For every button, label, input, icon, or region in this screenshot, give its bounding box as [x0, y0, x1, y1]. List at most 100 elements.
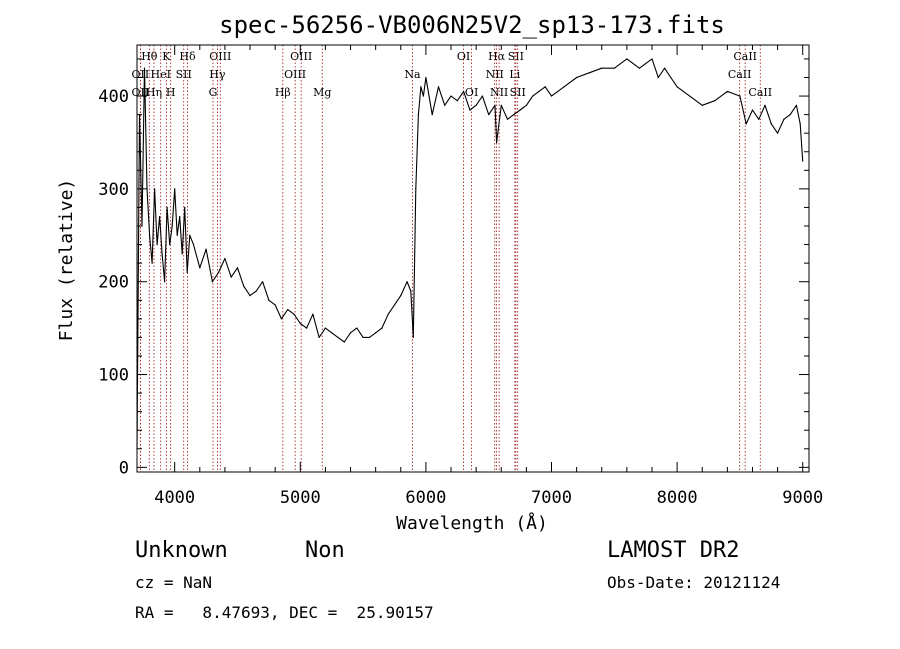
spectral-line-label: NII [486, 68, 504, 81]
flux-data-point [670, 76, 672, 79]
survey-name: LAMOST DR2 [607, 538, 740, 563]
flux-data-point [789, 114, 791, 116]
flux-data-point [287, 308, 289, 311]
flux-data-point [726, 90, 728, 93]
flux-data-point [764, 104, 766, 106]
flux-data-point [481, 95, 484, 97]
flux-data-point [496, 141, 498, 144]
flux-data-point [544, 86, 546, 88]
spectral-line-label: SII [176, 68, 192, 81]
flux-data-point [739, 95, 741, 97]
flux-data-point [218, 271, 220, 274]
spectral-line-label: CaII [748, 86, 772, 99]
flux-data-point [184, 206, 186, 209]
flux-data-point [601, 67, 603, 69]
flux-data-point [494, 104, 496, 106]
flux-data-point [274, 304, 276, 306]
flux-data-point [176, 234, 178, 236]
spectral-line-label: Na [404, 68, 421, 81]
spectral-line-label: OI [457, 50, 470, 63]
flux-data-point [417, 114, 419, 116]
y-tick-label: 200 [98, 273, 129, 293]
flux-data-point [236, 267, 239, 269]
flux-data-point [255, 290, 257, 292]
flux-data-point [538, 90, 540, 93]
flux-data-point [375, 332, 377, 334]
y-tick-label: 300 [98, 180, 129, 200]
flux-data-point [169, 243, 171, 246]
flux-data-point [802, 160, 804, 162]
y-axis-label: Flux (relative) [56, 179, 77, 342]
flux-data-point [171, 225, 173, 227]
flux-data-point [268, 299, 270, 301]
flux-data-point [532, 95, 534, 97]
flux-data-point [331, 332, 333, 334]
flux-data-point [181, 253, 183, 255]
ticks-layer: 4000 5000 6000 7000 8000 9000 0 100 200 300 400 [98, 45, 823, 508]
flux-data-point [362, 336, 364, 339]
spectral-line-label: Mg [313, 86, 331, 99]
flux-data-point [657, 76, 659, 79]
y-tick-label: 0 [119, 458, 129, 478]
flux-data-point [506, 118, 509, 120]
flux-data-point [174, 188, 176, 190]
flux-data-point [770, 123, 772, 125]
flux-data-point [751, 109, 754, 111]
spectral-line-label: SII [508, 50, 524, 63]
spectral-line-label: G [209, 86, 218, 99]
flux-data-point [179, 216, 181, 218]
flux-data-point [148, 234, 151, 236]
flux-data-point [550, 95, 553, 97]
flux-data-point [431, 114, 433, 116]
spectral-line-label: CaII [733, 50, 757, 63]
flux-data-point [651, 58, 653, 60]
flux-data-point [500, 104, 502, 106]
flux-data-point [400, 295, 402, 297]
flux-data-point [420, 86, 422, 88]
y-tick-label: 400 [98, 87, 129, 107]
flux-data-point [799, 123, 801, 125]
x-tick-label: 5000 [280, 488, 321, 508]
flux-data-point [563, 86, 565, 88]
flux-data-point [159, 216, 161, 218]
flux-data-point [299, 322, 301, 325]
flux-data-point [262, 281, 264, 283]
flux-data-point [189, 234, 191, 236]
flux-data-point [795, 104, 798, 106]
x-tick-label: 6000 [405, 488, 446, 508]
spectral-line-label: Li [509, 68, 520, 81]
x-tick-label: 4000 [154, 488, 195, 508]
flux-data-point [638, 67, 641, 69]
flux-data-point [456, 100, 458, 102]
spectral-line-label: Hα [488, 50, 506, 63]
spectral-line-label: Hδ [179, 50, 196, 63]
flux-data-point [513, 114, 515, 116]
flux-data-point [783, 118, 785, 120]
flux-data-point [475, 104, 477, 106]
flux-data-point [519, 109, 521, 111]
flux-data-point [318, 336, 320, 339]
flux-data-point [758, 118, 760, 120]
flux-data-point [588, 72, 590, 74]
spectral-line-label: SII [510, 86, 526, 99]
redshift-cz: cz = NaN [135, 573, 213, 592]
spectral-line-label: OIII [290, 50, 312, 63]
flux-data-point [437, 86, 440, 88]
spectral-line-label: OIII [284, 68, 306, 81]
flux-data-point [230, 276, 232, 278]
coordinates: RA = 8.47693, DEC = 25.90157 [135, 603, 434, 622]
flux-data-point [224, 257, 226, 260]
flux-data-point [406, 281, 408, 283]
flux-data-point [199, 267, 201, 269]
spectral-line-label: Hβ [275, 86, 291, 99]
flux-data-point [488, 114, 490, 116]
flux-series-line [136, 58, 804, 449]
x-tick-label: 9000 [782, 488, 823, 508]
flux-data-point [701, 104, 703, 106]
flux-data-point [412, 336, 414, 339]
flux-data-point [249, 295, 251, 297]
spectral-line-label: K [162, 50, 171, 63]
spectral-line-label: Hη [146, 86, 162, 99]
